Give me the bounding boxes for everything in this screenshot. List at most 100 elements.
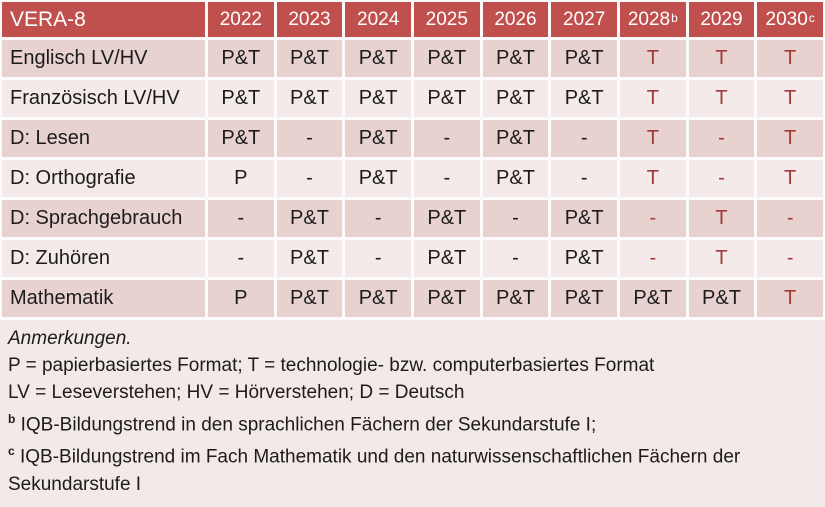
format-cell: - [208, 200, 274, 237]
table-header-row: VERA-8 2022 2023 2024 2025 2026 2027 2028 b 2029… [2, 2, 823, 37]
format-cell: - [688, 120, 755, 157]
format-cell: P&T [551, 200, 617, 237]
format-cell: P&T [276, 280, 343, 317]
row-label-cell: D: Orthografie [2, 160, 205, 197]
format-cell: - [482, 240, 549, 277]
format-cell: P&T [551, 280, 617, 317]
format-cell: - [345, 200, 411, 237]
footnote-c: c IQB-Bildungstrend im Fach Mathematik u… [8, 438, 815, 497]
row-label-cell: Mathematik [2, 280, 205, 317]
footnote-b-text: IQB-Bildungstrend in den sprachlichen Fä… [20, 414, 597, 436]
format-cell: - [757, 240, 823, 277]
table-body: Englisch LV/HV P&T P&T P&T P&T P&T P&T T T T Franz… [2, 40, 823, 317]
format-cell: - [208, 240, 274, 277]
table-row: D: Lesen P&T - P&T - P&T - T - T [2, 120, 823, 157]
format-cell: P&T [551, 40, 617, 77]
format-cell: T [619, 160, 686, 197]
format-cell: T [688, 240, 755, 277]
format-cell: P&T [345, 40, 411, 77]
format-cell: P&T [345, 280, 411, 317]
row-label-cell: D: Lesen [2, 120, 205, 157]
format-cell: P&T [276, 240, 343, 277]
format-cell: P&T [276, 80, 343, 117]
format-cell: T [757, 120, 823, 157]
year-header-cell: 2029 [688, 2, 755, 37]
format-cell: T [757, 80, 823, 117]
format-cell: - [345, 240, 411, 277]
format-cell: - [757, 200, 823, 237]
format-cell: P [208, 160, 274, 197]
notes-abbreviation-legend: LV = Leseverstehen; HV = Hörverstehen; D… [8, 382, 465, 403]
format-cell: - [551, 120, 617, 157]
table-row: D: Zuhören - P&T - P&T - P&T - T - [2, 240, 823, 277]
year-footnote-marker: b [671, 10, 678, 25]
table-row: Mathematik P P&T P&T P&T P&T P&T P&T P&T T [2, 280, 823, 317]
format-cell: P&T [482, 80, 549, 117]
format-cell: P [208, 280, 274, 317]
format-cell: P&T [276, 40, 343, 77]
format-cell: P&T [345, 160, 411, 197]
row-label-cell: D: Sprachgebrauch [2, 200, 205, 237]
year-header-cell: 2026 [482, 2, 549, 37]
format-cell: T [688, 80, 755, 117]
year-header-cell: 2022 [208, 2, 274, 37]
format-cell: T [757, 280, 823, 317]
notes-heading: Anmerkungen. [8, 328, 132, 349]
format-cell: P&T [413, 280, 480, 317]
format-cell: T [619, 80, 686, 117]
footnote-c-text: IQB-Bildungstrend im Fach Mathematik und… [8, 446, 741, 495]
row-label-cell: D: Zuhören [2, 240, 205, 277]
table-row: Französisch LV/HV P&T P&T P&T P&T P&T P&T T T T [2, 80, 823, 117]
row-label-cell: Französisch LV/HV [2, 80, 205, 117]
format-cell: T [619, 40, 686, 77]
year-header-cell: 2025 [413, 2, 480, 37]
format-cell: P&T [208, 40, 274, 77]
format-cell: T [757, 160, 823, 197]
format-cell: P&T [551, 80, 617, 117]
format-cell: P&T [208, 80, 274, 117]
format-cell: T [619, 120, 686, 157]
year-footnote-marker: c [808, 10, 815, 25]
format-cell: P&T [413, 240, 480, 277]
format-cell: P&T [482, 160, 549, 197]
format-cell: T [757, 40, 823, 77]
footnote-b-marker: b [8, 412, 16, 426]
year-header-cell: 2023 [276, 2, 343, 37]
table-row: D: Sprachgebrauch - P&T - P&T - P&T - T - [2, 200, 823, 237]
year-header-cell: 2024 [345, 2, 411, 37]
format-cell: P&T [208, 120, 274, 157]
format-cell: P&T [413, 40, 480, 77]
format-cell: - [413, 120, 480, 157]
table-title-cell: VERA-8 [2, 2, 205, 37]
format-cell: - [413, 160, 480, 197]
format-cell: P&T [482, 40, 549, 77]
format-cell: T [688, 200, 755, 237]
table-row: Englisch LV/HV P&T P&T P&T P&T P&T P&T T T T [2, 40, 823, 77]
format-cell: P&T [345, 120, 411, 157]
format-cell: P&T [619, 280, 686, 317]
format-cell: - [276, 120, 343, 157]
format-cell: - [276, 160, 343, 197]
format-cell: - [482, 200, 549, 237]
row-label-cell: Englisch LV/HV [2, 40, 205, 77]
table-row: D: Orthografie P - P&T - P&T - T - T [2, 160, 823, 197]
format-cell: P&T [413, 80, 480, 117]
format-cell: - [619, 200, 686, 237]
year-header-cell: 2028 b [619, 2, 686, 37]
format-cell: - [688, 160, 755, 197]
format-cell: P&T [688, 280, 755, 317]
year-header-cell: 2027 [551, 2, 617, 37]
vera8-table: VERA-8 2022 2023 2024 2025 2026 2027 2028 b 2029… [2, 2, 823, 317]
footnote-c-marker: c [8, 444, 15, 459]
format-cell: P&T [413, 200, 480, 237]
format-cell: P&T [345, 80, 411, 117]
footnote-b: b IQB-Bildungstrend in den sprachlichen … [8, 406, 815, 438]
format-cell: - [551, 160, 617, 197]
notes-section: Anmerkungen. P = papierbasiertes Format;… [0, 320, 825, 507]
notes-format-legend: P = papierbasiertes Format; T = technolo… [8, 355, 655, 376]
format-cell: P&T [482, 120, 549, 157]
format-cell: P&T [551, 240, 617, 277]
format-cell: - [619, 240, 686, 277]
format-cell: P&T [482, 280, 549, 317]
